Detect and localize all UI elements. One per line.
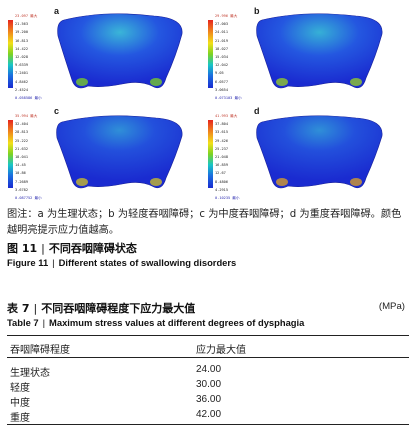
table-cell: 轻度	[10, 383, 30, 394]
color-scale-bar	[208, 120, 213, 188]
scale-tick: 12.67	[215, 171, 226, 176]
scale-tick: 27.003	[215, 22, 228, 27]
table-title-text-en: Maximum stress values at different degre…	[49, 317, 305, 328]
panel-letter: b	[254, 6, 260, 16]
scale-tick: 14.45	[15, 163, 26, 168]
scale-tick: 33.615	[215, 130, 228, 135]
color-scale-bar	[208, 20, 213, 88]
table-label-cn: 表 7	[7, 302, 30, 315]
scale-max-label: 41.993 最大	[215, 114, 238, 118]
table-title-text-cn: 不同吞咽障碍程度下应力最大值	[41, 302, 196, 315]
scale-tick: 21.563	[15, 22, 28, 27]
title-separator: |	[52, 257, 55, 268]
stress-model-image	[57, 13, 183, 89]
scale-tick: 25.222	[15, 138, 28, 143]
color-scale-labels: 41.993 最大 37.804 33.615 29.426 25.237 21…	[215, 112, 255, 202]
figure-title-cn: 图 11 | 不同吞咽障碍状态	[7, 240, 137, 256]
figure-title-en: Figure 11 | Different states of swallowing…	[7, 257, 236, 268]
table-header-rule	[7, 357, 409, 358]
scale-max-label: 23.097 最大	[15, 14, 38, 18]
scale-tick: 29.426	[215, 138, 228, 143]
panel-letter: d	[254, 106, 260, 116]
stress-model-image	[256, 115, 383, 189]
table-cell: 生理状态	[10, 368, 50, 379]
scale-tick: 6.0577	[215, 79, 228, 84]
figure-label-cn: 图 11	[7, 242, 38, 255]
figure-panel-a: 23.097 最大 21.563 19.200 16.813 14.422 12…	[6, 4, 191, 101]
scale-tick: 18.041	[15, 154, 28, 159]
table-bottom-rule	[7, 424, 409, 426]
scale-tick: 4.2915	[215, 187, 228, 192]
scale-tick: 3.0654	[215, 87, 228, 92]
scale-tick: 8.4806	[215, 179, 228, 184]
table-unit: (MPa)	[378, 301, 405, 312]
title-separator: |	[42, 317, 46, 328]
scale-tick: 15.034	[215, 54, 228, 59]
table-header-cell: 应力最大值	[196, 345, 246, 356]
scale-tick: 12.028	[15, 54, 28, 59]
table-cell: 24.00	[196, 364, 222, 375]
color-scale-labels: 23.097 最大 21.563 19.200 16.813 14.422 12…	[15, 12, 55, 102]
figure-title-text-en: Different states of swallowing disorders	[58, 257, 237, 268]
color-scale-labels: 29.996 最大 27.003 24.011 21.019 18.027 15…	[215, 12, 255, 102]
table-header-cell: 吞咽障碍程度	[10, 345, 70, 356]
scale-tick: 7.2689	[15, 179, 28, 184]
scale-tick: 9.6339	[15, 63, 28, 68]
scale-min-label: 0.087752 最小	[15, 195, 42, 200]
color-scale-labels: 35.994 最大 32.404 28.813 25.222 21.632 18…	[15, 112, 55, 202]
scale-tick: 19.200	[15, 30, 28, 35]
scale-tick: 12.042	[215, 63, 228, 68]
table-cell: 36.00	[196, 394, 222, 405]
table-cell: 重度	[10, 413, 30, 424]
table-title-en: Table 7 | Maximum stress values at differe…	[7, 317, 304, 328]
scale-tick: 21.632	[15, 146, 28, 151]
table-cell: 中度	[10, 398, 30, 409]
panel-letter: c	[54, 106, 60, 116]
scale-max-label: 29.996 最大	[215, 14, 238, 18]
scale-tick: 4.8462	[15, 79, 28, 84]
figure-label-en: Figure 11	[7, 257, 49, 268]
figure-title-text-cn: 不同吞咽障碍状态	[48, 242, 137, 255]
scale-tick: 10.86	[15, 171, 26, 176]
scale-tick: 28.813	[15, 130, 28, 135]
figure-panel-c: 35.994 最大 32.404 28.813 25.222 21.632 18…	[6, 104, 191, 201]
scale-tick: 3.6782	[15, 187, 28, 192]
title-separator: |	[41, 242, 45, 255]
scale-tick: 21.019	[215, 38, 228, 43]
panel-letter: a	[54, 6, 60, 16]
scale-tick: 2.4524	[15, 87, 28, 92]
figure-panel-d: 41.993 最大 37.804 33.615 29.426 25.237 21…	[206, 104, 391, 201]
scale-tick: 21.048	[215, 154, 228, 159]
scale-tick: 16.859	[215, 163, 228, 168]
scale-tick: 14.422	[15, 46, 28, 51]
scale-min-label: 0.058586 最小	[15, 95, 42, 100]
table-label-en: Table 7	[7, 317, 39, 328]
table-title-cn: 表 7 | 不同吞咽障碍程度下应力最大值	[7, 300, 195, 316]
table-cell: 30.00	[196, 379, 222, 390]
figure-panel-b: 29.996 最大 27.003 24.011 21.019 18.027 15…	[206, 4, 391, 101]
scale-tick: 9.05	[215, 71, 224, 76]
scale-tick: 37.804	[215, 122, 228, 127]
figure-caption: 图注：a 为生理状态；b 为轻度吞咽障碍；c 为中度吞咽障碍；d 为重度吞咽障碍…	[7, 209, 402, 236]
scale-tick: 18.027	[215, 46, 228, 51]
stress-model-image	[56, 115, 183, 189]
scale-tick: 24.011	[215, 30, 228, 35]
table-top-rule	[7, 335, 409, 337]
color-scale-bar	[8, 120, 13, 188]
stress-model-image	[256, 13, 383, 89]
scale-tick: 32.404	[15, 122, 28, 127]
scale-min-label: 0.10235 最小	[215, 195, 240, 200]
color-scale-bar	[8, 20, 13, 88]
scale-tick: 25.237	[215, 146, 228, 151]
table-cell: 42.00	[196, 409, 222, 420]
scale-min-label: 0.073103 最小	[215, 95, 242, 100]
scale-max-label: 35.994 最大	[15, 114, 38, 118]
scale-tick: 16.813	[15, 38, 28, 43]
scale-tick: 7.2401	[15, 71, 28, 76]
title-separator: |	[33, 302, 38, 315]
